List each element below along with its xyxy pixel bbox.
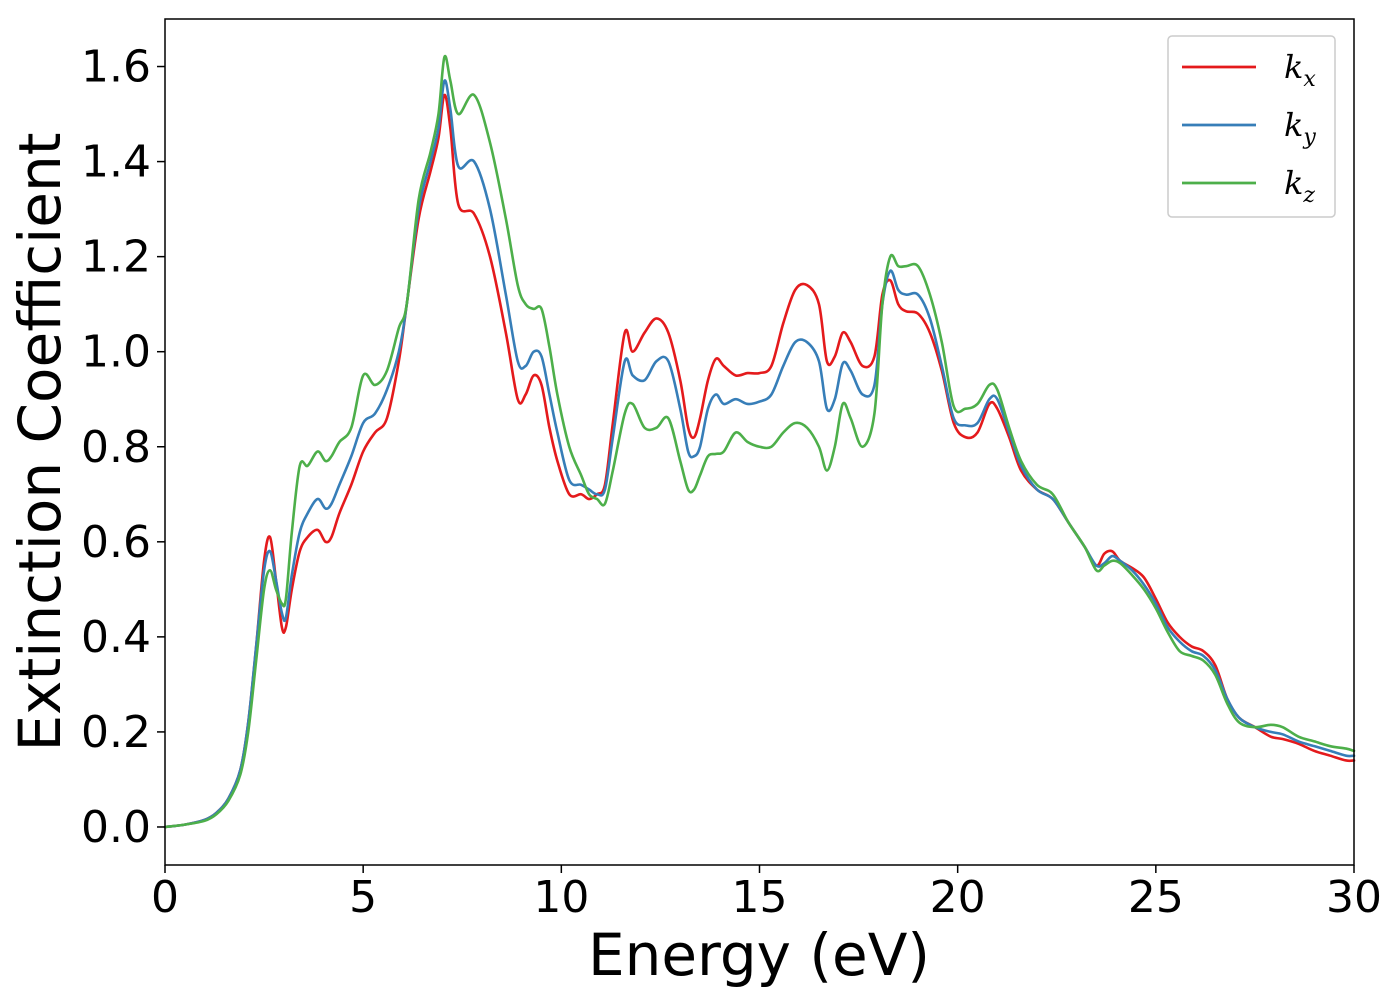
y-tick-label: 0.4 <box>81 612 151 663</box>
x-tick-label: 5 <box>349 872 377 923</box>
y-tick-label: 0.2 <box>81 707 151 758</box>
legend: kx ky kz <box>1167 35 1336 218</box>
legend-label-y: ky <box>1284 106 1316 150</box>
x-axis-ticks: 0 5 10 15 20 25 30 <box>151 865 1382 923</box>
x-tick-label: 15 <box>732 872 788 923</box>
legend-label-x: kx <box>1284 48 1316 92</box>
legend-label-z: kz <box>1284 164 1315 208</box>
series-line-x <box>163 93 1356 829</box>
y-axis-ticks: 0.0 0.2 0.4 0.6 0.8 1.0 1.2 1.4 1.6 <box>81 42 165 853</box>
y-tick-label: 1.0 <box>81 327 151 378</box>
y-tick-label: 1.6 <box>81 42 151 93</box>
x-tick-label: 0 <box>151 872 179 923</box>
y-tick-label: 1.4 <box>81 137 151 188</box>
y-axis-label: Extinction Coefficient <box>6 133 74 752</box>
y-tick-label: 0.8 <box>81 422 151 473</box>
x-tick-label: 30 <box>1326 872 1382 923</box>
y-tick-label: 0.0 <box>81 802 151 853</box>
x-axis-label: Energy (eV) <box>588 921 930 989</box>
legend-box <box>1167 35 1336 218</box>
y-tick-label: 0.6 <box>81 517 151 568</box>
x-tick-label: 25 <box>1128 872 1184 923</box>
x-tick-label: 20 <box>930 872 986 923</box>
series-line-z <box>163 54 1356 829</box>
series-line-y <box>163 79 1356 829</box>
x-tick-label: 10 <box>533 872 589 923</box>
y-tick-label: 1.2 <box>81 232 151 283</box>
series-lines <box>163 54 1356 829</box>
